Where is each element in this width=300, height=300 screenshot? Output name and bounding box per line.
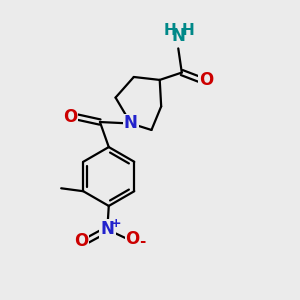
Text: O: O	[74, 232, 88, 250]
Text: O: O	[125, 230, 140, 248]
Text: H: H	[164, 23, 176, 38]
Text: N: N	[172, 27, 186, 45]
Text: +: +	[110, 217, 121, 230]
Text: O: O	[63, 108, 78, 126]
Text: N: N	[100, 220, 114, 238]
Text: -: -	[140, 234, 146, 249]
Text: O: O	[199, 71, 213, 89]
Text: H: H	[181, 23, 194, 38]
Text: N: N	[124, 115, 138, 133]
